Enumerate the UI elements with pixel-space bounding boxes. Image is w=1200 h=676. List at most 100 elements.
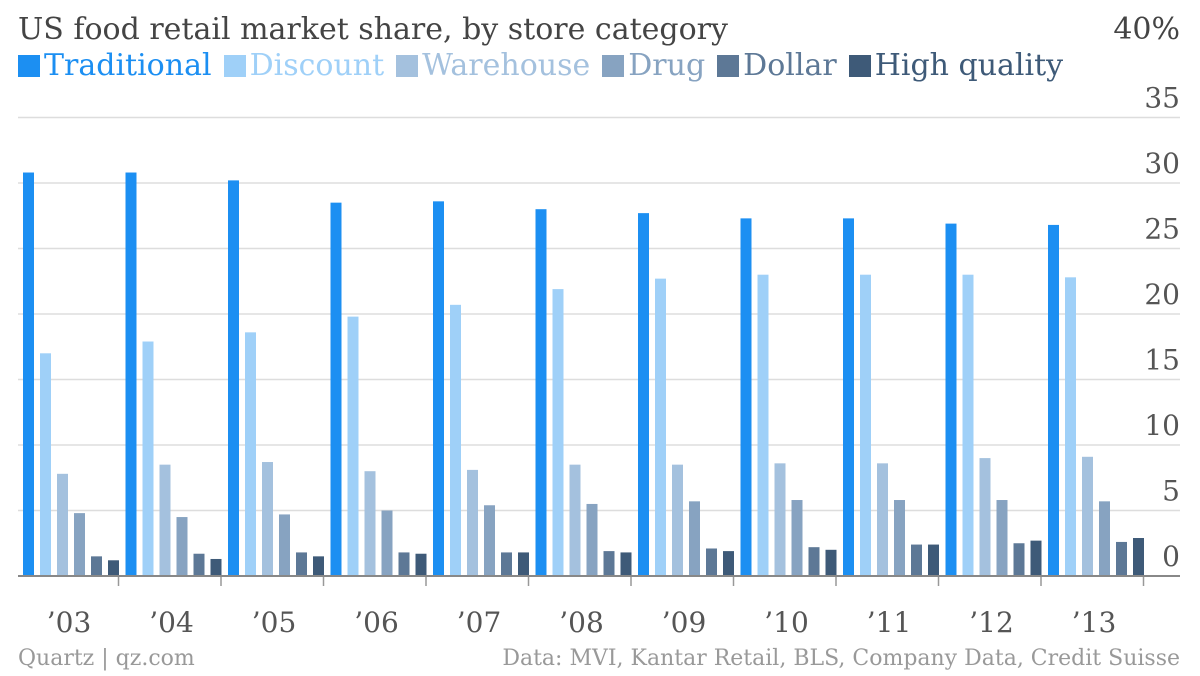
bar-discount <box>40 353 51 576</box>
legend-item-1: Discount <box>223 48 385 83</box>
bar-high-quality <box>1133 538 1144 576</box>
y-tick-label: 0 <box>1162 540 1180 573</box>
bar-traditional <box>843 218 854 576</box>
bar-discount <box>245 332 256 576</box>
legend: Traditional Discount Warehouse Drug Dollar Hi… <box>18 48 1075 83</box>
legend-item-5: High quality <box>848 48 1064 83</box>
bar-dollar <box>398 552 410 576</box>
x-tick-label: ’12 <box>969 606 1014 639</box>
footer-credit: Quartz | qz.com <box>18 646 195 671</box>
y-tick-label: 25 <box>1144 213 1180 246</box>
x-tick-label: ’13 <box>1072 606 1117 639</box>
legend-swatch <box>396 54 419 77</box>
legend-label: High quality <box>874 48 1064 83</box>
y-tick-label: 15 <box>1144 344 1180 377</box>
y-tick-label: 20 <box>1144 278 1180 311</box>
bar-high-quality <box>825 549 837 576</box>
legend-label: Traditional <box>44 48 212 83</box>
bar-high-quality <box>518 552 529 576</box>
legend-item-2: Warehouse <box>396 48 590 83</box>
bar-traditional <box>228 180 239 576</box>
legend-swatch <box>848 54 871 77</box>
bar-traditional <box>125 172 137 576</box>
chart-title: US food retail market share, by store ca… <box>18 12 728 47</box>
y-axis-top-label: 40% <box>1113 12 1180 47</box>
y-tick-label: 5 <box>1162 475 1180 508</box>
bar-warehouse <box>877 463 888 576</box>
x-tick-label: ’05 <box>252 606 297 639</box>
bar-drug <box>996 500 1008 576</box>
bar-high-quality <box>723 551 734 576</box>
legend-label: Drug <box>628 48 706 83</box>
y-tick-label: 10 <box>1144 409 1180 442</box>
bar-dollar <box>911 544 922 576</box>
bar-high-quality <box>415 553 427 576</box>
bar-dollar <box>193 553 205 576</box>
bar-discount <box>552 289 564 576</box>
bar-traditional <box>23 172 34 576</box>
legend-swatch <box>602 54 625 77</box>
legend-label: Dollar <box>743 48 837 83</box>
x-tick-label: ’11 <box>867 606 912 639</box>
legend-label: Warehouse <box>422 48 591 83</box>
legend-item-3: Drug <box>602 48 705 83</box>
bar-dollar <box>296 552 307 576</box>
bar-discount <box>142 341 154 576</box>
bar-discount <box>962 274 974 576</box>
bar-traditional <box>638 213 649 576</box>
bar-warehouse <box>262 462 273 576</box>
bar-high-quality <box>313 556 324 576</box>
bar-dollar <box>706 548 717 576</box>
bar-drug <box>74 513 85 576</box>
legend-swatch <box>18 54 40 77</box>
x-tick-label: ’07 <box>457 606 502 639</box>
bar-traditional <box>740 218 752 576</box>
bar-discount <box>1065 277 1076 576</box>
bar-high-quality <box>1030 540 1042 576</box>
bar-warehouse <box>1082 456 1093 576</box>
x-tick-label: ’10 <box>764 606 809 639</box>
legend-label: Discount <box>249 48 385 83</box>
bar-discount <box>655 278 666 576</box>
y-tick-label: 30 <box>1144 147 1180 180</box>
bar-warehouse <box>672 464 683 576</box>
bar-dollar <box>1116 541 1127 576</box>
bar-drug <box>689 501 700 576</box>
bar-warehouse <box>467 469 478 576</box>
x-tick-label: ’06 <box>354 606 399 639</box>
bar-warehouse <box>979 458 991 576</box>
legend-swatch <box>223 54 246 77</box>
bar-warehouse <box>57 473 68 576</box>
bar-drug <box>1099 501 1110 576</box>
x-tick-label: ’03 <box>47 606 92 639</box>
bar-discount <box>860 274 871 576</box>
bar-high-quality <box>928 544 939 576</box>
bar-dollar <box>1013 543 1025 576</box>
bar-drug <box>484 505 495 576</box>
bar-traditional <box>433 201 444 576</box>
y-tick-label: 35 <box>1144 82 1180 115</box>
footer-source: Data: MVI, Kantar Retail, BLS, Company D… <box>502 646 1180 671</box>
bar-high-quality <box>620 552 632 576</box>
legend-swatch <box>717 54 740 77</box>
bar-drug <box>791 500 803 576</box>
bar-traditional <box>330 202 342 576</box>
bar-traditional <box>945 223 957 577</box>
bar-warehouse <box>159 464 171 576</box>
bar-traditional <box>1048 224 1059 577</box>
bar-warehouse <box>569 464 581 576</box>
bar-drug <box>586 503 598 576</box>
bar-drug <box>176 517 188 576</box>
bar-discount <box>450 304 461 576</box>
bar-drug <box>894 500 905 576</box>
bar-dollar <box>808 547 820 576</box>
bar-high-quality <box>210 558 222 576</box>
bar-drug <box>381 510 393 576</box>
bar-dollar <box>501 552 512 576</box>
legend-item-0: Traditional <box>18 48 212 83</box>
bar-discount <box>347 316 359 576</box>
bar-warehouse <box>364 471 376 576</box>
x-tick-label: ’09 <box>662 606 707 639</box>
bar-discount <box>757 274 769 576</box>
